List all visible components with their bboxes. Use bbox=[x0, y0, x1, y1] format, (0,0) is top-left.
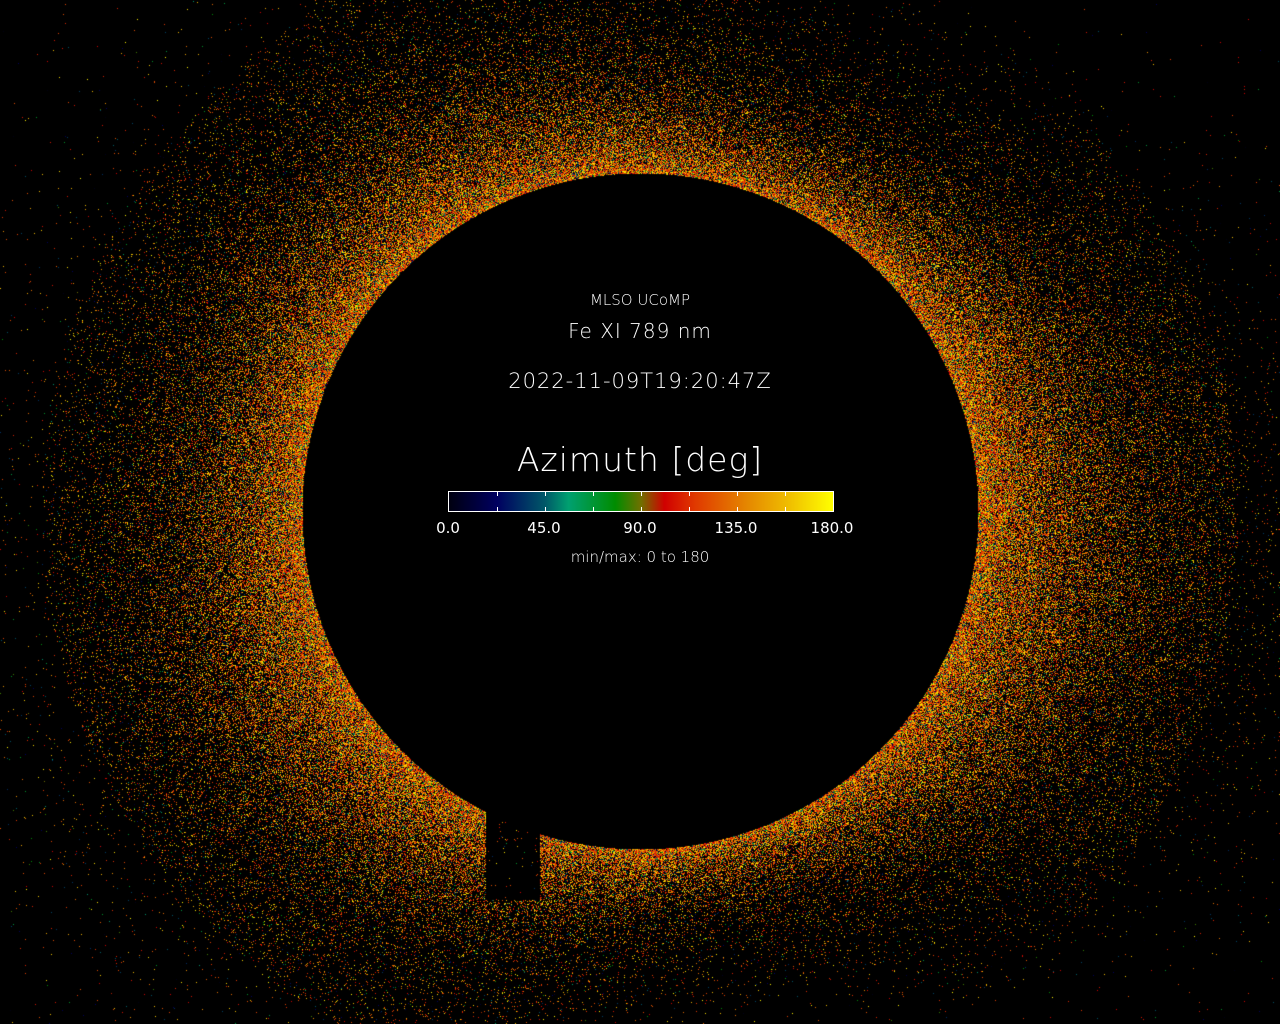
colorbar-tick bbox=[593, 492, 594, 496]
colorbar-title: Azimuth [deg] bbox=[516, 440, 764, 479]
colorbar-tick-label: 45.0 bbox=[527, 519, 561, 537]
min-max-label: min/max: 0 to 180 bbox=[570, 548, 710, 566]
colorbar bbox=[448, 491, 834, 512]
colorbar-tick bbox=[641, 507, 642, 511]
colorbar-tick bbox=[497, 492, 498, 496]
observatory-label: MLSO UCoMP bbox=[589, 291, 690, 309]
colorbar-tick bbox=[497, 507, 498, 511]
colorbar-tick bbox=[737, 507, 738, 511]
colorbar-tick bbox=[689, 507, 690, 511]
colorbar-tick bbox=[737, 492, 738, 496]
colorbar-tick-label: 0.0 bbox=[436, 519, 460, 537]
colorbar-tick bbox=[785, 492, 786, 496]
colorbar-tick bbox=[641, 492, 642, 496]
colorbar-tick-label: 180.0 bbox=[810, 519, 854, 537]
colorbar-tick bbox=[689, 492, 690, 496]
colorbar-tick-label: 135.0 bbox=[714, 519, 758, 537]
colorbar-tick-label: 90.0 bbox=[623, 519, 657, 537]
timestamp-label: 2022-11-09T19:20:47Z bbox=[508, 369, 772, 393]
colorbar-tick bbox=[593, 507, 594, 511]
spectral-line-label: Fe XI 789 nm bbox=[568, 319, 712, 343]
colorbar-tick bbox=[545, 507, 546, 511]
colorbar-tick bbox=[785, 507, 786, 511]
colorbar-tick bbox=[545, 492, 546, 496]
